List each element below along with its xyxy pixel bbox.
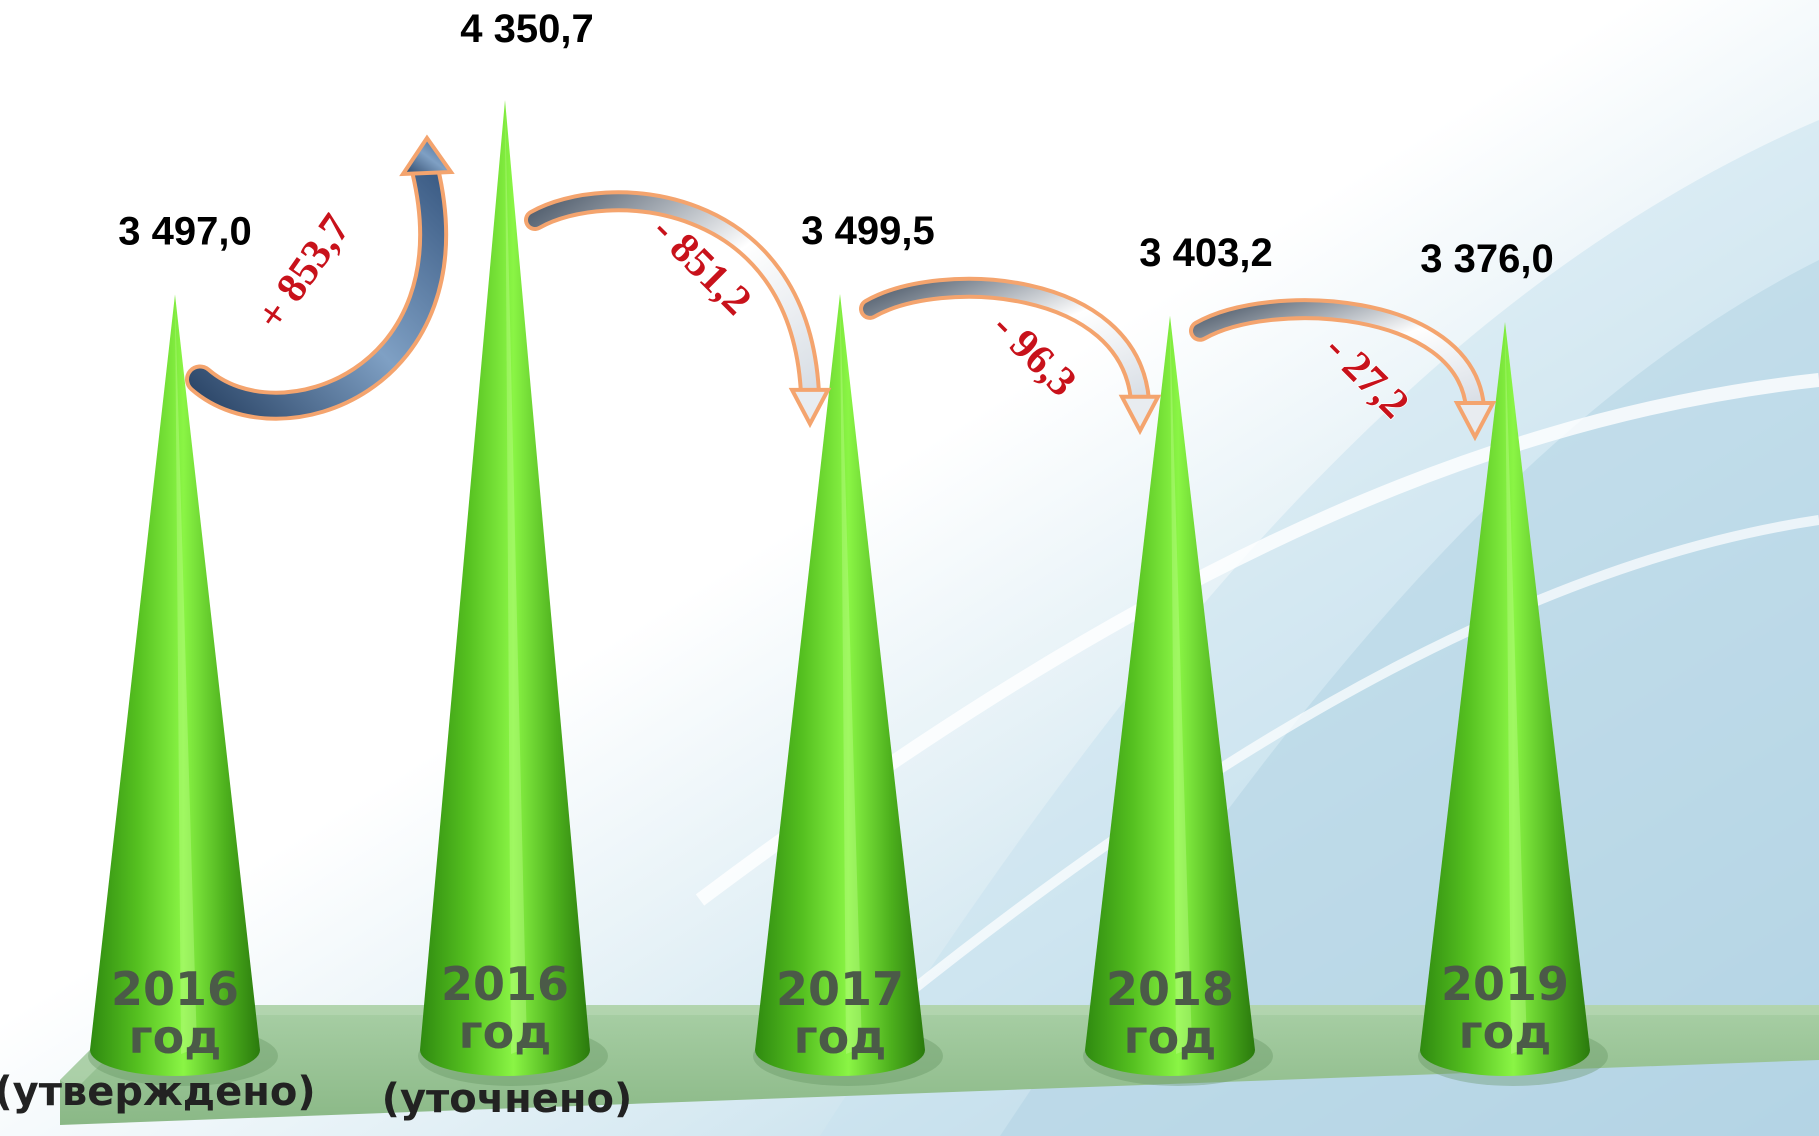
data-label: 3 497,0 <box>118 209 251 253</box>
category-year-label: 2016 <box>111 962 239 1016</box>
data-label: 3 403,2 <box>1139 231 1272 275</box>
cone-bar <box>418 100 608 1086</box>
category-unit-label: год <box>1124 1010 1217 1064</box>
cone-body <box>420 100 590 1076</box>
arrow-body <box>1193 302 1482 414</box>
category-year-label: 2018 <box>1106 962 1234 1016</box>
category-year-label: 2017 <box>776 962 904 1016</box>
cone-highlight <box>1170 321 1192 1054</box>
cone-highlight <box>840 299 862 1054</box>
category-unit-label: год <box>1459 1005 1552 1059</box>
category-year-label: 2016 <box>441 957 569 1011</box>
data-label: 4 350,7 <box>460 7 593 51</box>
arrow-head <box>399 134 455 177</box>
arrow-body <box>863 280 1147 408</box>
category-year-label: 2019 <box>1441 957 1569 1011</box>
arrow-head <box>788 387 832 429</box>
cone-body <box>1420 322 1590 1076</box>
cone-highlight <box>505 106 527 1054</box>
category-note-label: (утверждено) <box>0 1069 316 1115</box>
category-unit-label: год <box>794 1010 887 1064</box>
bar-series <box>88 100 1608 1086</box>
arrow-head <box>1453 401 1497 442</box>
cone-highlight <box>1505 328 1527 1054</box>
arrow-body <box>189 159 444 417</box>
cone-body <box>1085 315 1255 1076</box>
cone-highlight <box>175 300 197 1054</box>
cone-bar <box>88 294 278 1086</box>
category-unit-label: год <box>459 1005 552 1059</box>
cone-bar <box>1418 322 1608 1086</box>
data-label: 3 376,0 <box>1420 237 1553 281</box>
category-note-label: (уточнено) <box>382 1076 633 1122</box>
cone-body <box>90 294 260 1076</box>
background-swoosh <box>896 515 1819 1004</box>
arrow-head <box>1118 394 1162 436</box>
category-unit-label: год <box>129 1010 222 1064</box>
cone-bar <box>1083 315 1273 1086</box>
data-label: 3 499,5 <box>801 209 934 253</box>
cone-body <box>755 293 925 1076</box>
cone-bar <box>753 293 943 1086</box>
arrow-body <box>528 194 817 401</box>
